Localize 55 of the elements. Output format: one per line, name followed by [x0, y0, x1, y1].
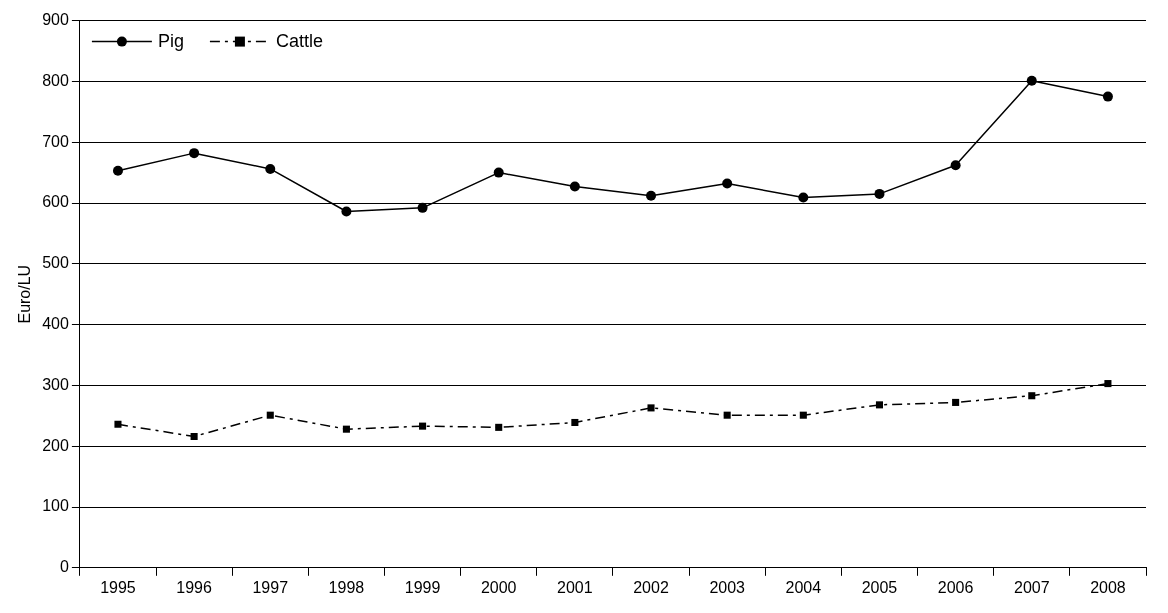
x-tick-label: 1998 — [328, 578, 365, 596]
x-tick-label: 2005 — [861, 578, 898, 596]
legend-label: Pig — [157, 30, 184, 51]
y-tick-label: 800 — [42, 71, 69, 89]
x-tick-label: 2008 — [1090, 578, 1126, 596]
point — [571, 418, 579, 427]
point — [798, 192, 809, 203]
point — [495, 423, 503, 431]
x-tick-label: 2007 — [1013, 578, 1050, 596]
point — [722, 178, 733, 189]
point — [647, 404, 655, 412]
point — [419, 422, 427, 430]
point — [341, 206, 352, 217]
y-tick-label: 600 — [42, 193, 69, 211]
x-tick-label: 2006 — [937, 578, 974, 596]
point — [723, 411, 731, 419]
y-tick-label: 200 — [42, 436, 69, 454]
point — [950, 160, 961, 171]
point — [1104, 380, 1112, 388]
y-tick-label: 0 — [59, 558, 69, 576]
x-tick-label: 1996 — [176, 578, 213, 596]
point — [875, 401, 884, 409]
point — [265, 163, 276, 174]
y-tick-label: 700 — [42, 132, 69, 150]
point — [417, 202, 428, 213]
y-tick-label: 900 — [42, 11, 69, 29]
point — [646, 190, 657, 201]
x-tick-label: 2004 — [785, 578, 822, 596]
x-tick-label: 2003 — [709, 578, 746, 596]
x-tick-label: 2000 — [480, 578, 517, 596]
point — [112, 165, 123, 176]
point — [874, 188, 885, 199]
point — [266, 411, 274, 419]
point — [114, 420, 122, 428]
y-tick-label: 500 — [42, 254, 69, 272]
point — [493, 167, 504, 178]
x-tick-label: 1995 — [100, 578, 136, 596]
legend-label: Cattle — [275, 30, 323, 51]
point — [342, 425, 350, 433]
point — [952, 398, 960, 406]
point — [799, 411, 807, 419]
y-tick-label: 300 — [42, 375, 69, 393]
point — [189, 148, 200, 159]
x-tick-label: 1997 — [252, 578, 289, 596]
y-tick-label: 400 — [42, 315, 69, 333]
y-tick-label: 100 — [42, 497, 69, 515]
point — [1102, 91, 1113, 102]
y-axis-title: Euro/LU — [16, 264, 34, 324]
x-tick-label: 2002 — [633, 578, 669, 596]
point — [569, 181, 580, 192]
x-tick-label: 1999 — [404, 578, 441, 596]
point — [190, 432, 198, 441]
x-tick-label: 2001 — [557, 578, 593, 596]
point — [1028, 392, 1036, 400]
point — [1026, 75, 1037, 86]
